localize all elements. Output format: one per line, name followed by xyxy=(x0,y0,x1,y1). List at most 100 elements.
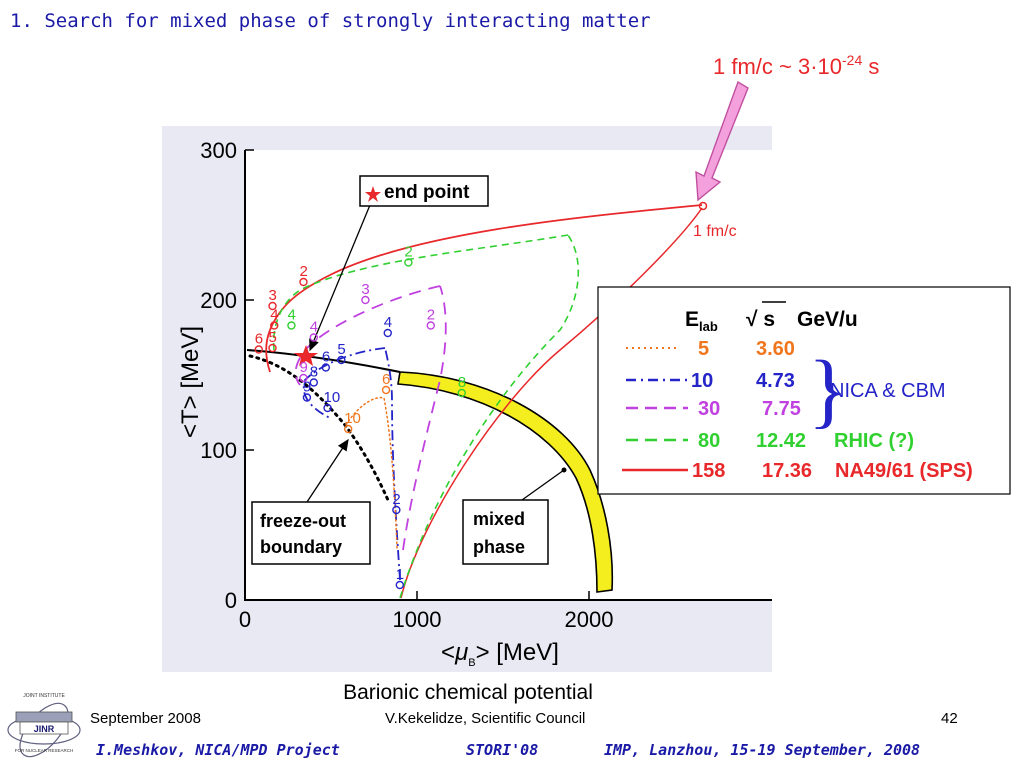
mixed-phase-callout: mixed phase xyxy=(462,499,549,565)
freeze-out-label-line1: freeze-out xyxy=(260,511,346,531)
end-point-label: end point xyxy=(384,182,470,203)
series-30-point xyxy=(361,295,370,305)
series-30-left xyxy=(294,285,441,386)
series-10-point-label: 1 xyxy=(396,566,404,583)
series-30-point xyxy=(299,373,308,383)
series-10-point-label: 9 xyxy=(303,379,311,396)
series-5-point xyxy=(344,424,353,434)
legend-sqrt-10: 4.73 xyxy=(756,370,795,392)
jinr-logo: JOINT INSTITUTE JINR FOR NUCLEAR RESEARC… xyxy=(7,693,81,758)
legend-unit-header: GeV/u xyxy=(797,308,858,331)
footer-author: V.Kekelidze, Scientific Council xyxy=(385,710,585,727)
legend-elab-80: 80 xyxy=(698,430,720,452)
series-10-point xyxy=(302,393,312,402)
series-30-point-label: 9 xyxy=(299,359,307,376)
series-80-point-label: 8 xyxy=(458,374,466,391)
y-axis-label: <T> [MeV] xyxy=(177,326,204,438)
slide-title: 1. Search for mixed phase of strongly in… xyxy=(10,10,651,32)
series-10-right xyxy=(384,347,401,581)
series-158-point-label: 3 xyxy=(269,287,277,304)
series-80-point xyxy=(404,258,413,267)
series-10-point-label: 5 xyxy=(337,341,345,358)
footer-project: I.Meshkov, NICA/MPD Project xyxy=(96,741,340,759)
freeze-out-label-line2: boundary xyxy=(260,537,342,557)
series-5-curve xyxy=(345,396,398,549)
x-tick-label: 2000 xyxy=(565,607,614,632)
logo-text-main: JINR xyxy=(34,724,55,734)
x-ticks: 0 1000 2000 xyxy=(239,591,614,632)
x-tick-label: 1000 xyxy=(393,607,442,632)
series-10-point-label: 2 xyxy=(392,491,400,508)
freeze-out-arrow xyxy=(304,438,349,506)
legend-note-80: RHIC (?) xyxy=(834,430,914,452)
series-158-lower xyxy=(265,204,703,373)
footer-date: September 2008 xyxy=(90,710,201,727)
legend-box: Elab √ s GeV/u 5 10 30 80 158 3.60 4.73 … xyxy=(597,286,1011,495)
series-10-point xyxy=(323,403,332,413)
series-5-point-label: 6 xyxy=(382,371,390,388)
series-30-point-label: 4 xyxy=(310,319,318,336)
series-30-right xyxy=(402,285,447,551)
y-tick-label: 0 xyxy=(225,588,237,613)
freeze-out-curve xyxy=(248,354,390,502)
series-5-point-label: 10 xyxy=(344,410,361,427)
one-fm-label: 1 fm/c xyxy=(693,223,737,240)
series-5-point xyxy=(381,385,391,395)
series-30-point xyxy=(309,333,318,342)
y-tick-label: 200 xyxy=(200,288,237,313)
series-10-left xyxy=(302,347,386,419)
series-158-upper xyxy=(400,207,703,599)
legend-elab-158: 158 xyxy=(692,460,725,482)
series-30-point xyxy=(426,321,435,330)
legend-elab-header: Elab xyxy=(685,308,718,334)
series-158-point xyxy=(299,277,308,287)
legend-elab-5: 5 xyxy=(698,338,709,360)
series-80-right xyxy=(399,234,580,599)
x-axis-label: <μB> [MeV] xyxy=(441,639,559,669)
legend-sqrt-80: 12.42 xyxy=(756,430,806,452)
legend-sqrt-30: 7.75 xyxy=(762,398,801,420)
legend-elab-10: 10 xyxy=(691,370,713,392)
legend-sqrt-158: 17.36 xyxy=(762,460,812,482)
series-80-point xyxy=(457,388,466,398)
series-10-point xyxy=(337,355,346,365)
series-10-point-label: 4 xyxy=(384,314,392,331)
mixed-phase-label-line1: mixed xyxy=(473,509,525,529)
footer-page: 42 xyxy=(941,710,958,727)
series-80-point xyxy=(287,321,296,330)
series-80-point-label: 2 xyxy=(404,244,412,261)
series-10-point xyxy=(383,328,392,338)
axes xyxy=(244,150,772,601)
series-30-point-label: 2 xyxy=(427,307,435,324)
series-158-point-label: 5 xyxy=(269,329,277,346)
series-158-point xyxy=(254,345,263,354)
end-point-callout: end point xyxy=(359,175,489,207)
logo-text-bottom: FOR NUCLEAR RESEARCH xyxy=(15,748,74,753)
series-10-point xyxy=(392,505,401,515)
series-10-point xyxy=(309,378,318,387)
series-30-point-label: 3 xyxy=(361,281,369,298)
end-point-legend-star xyxy=(365,186,381,202)
series-158-point xyxy=(268,301,277,311)
mixed-phase-pointer xyxy=(514,469,565,506)
one-fm-point xyxy=(698,201,708,211)
logo-text-top: JOINT INSTITUTE xyxy=(23,693,65,699)
legend-elab-30: 30 xyxy=(698,398,720,420)
series-10-point xyxy=(321,363,331,372)
series-80-left xyxy=(272,234,569,351)
series-10-point xyxy=(395,580,404,590)
phase-boundary-line xyxy=(246,349,401,373)
y-tick-label: 100 xyxy=(200,438,237,463)
pink-arrow xyxy=(695,80,749,202)
end-point-arrow xyxy=(309,204,371,352)
series-158-point-label: 2 xyxy=(299,263,307,280)
y-tick-label: 300 xyxy=(200,138,237,163)
freeze-out-callout: freeze-out boundary xyxy=(251,501,371,565)
series-158-point-label: 6 xyxy=(255,331,263,348)
series-80-point-label: 4 xyxy=(287,307,295,324)
footer-event: STORI'08 xyxy=(466,741,538,759)
legend-group-label: NICA & CBM xyxy=(830,380,946,402)
end-point-star xyxy=(294,345,318,366)
